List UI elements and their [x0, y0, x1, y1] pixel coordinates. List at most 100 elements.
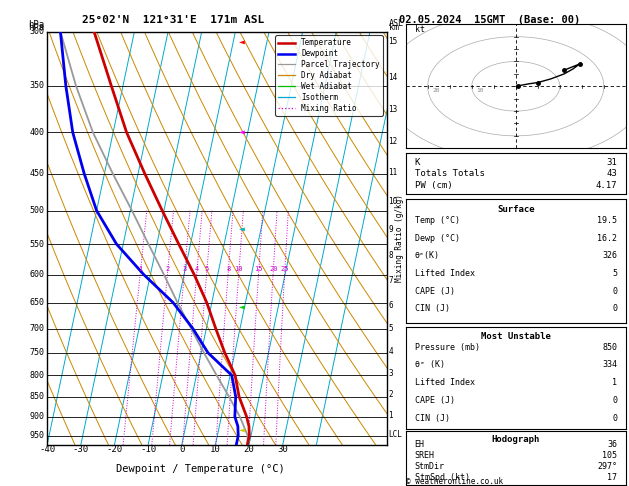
Text: -30: -30 — [73, 445, 89, 454]
Text: 3: 3 — [182, 265, 187, 272]
Text: 1: 1 — [138, 265, 143, 272]
Text: 25: 25 — [281, 265, 289, 272]
Text: SREH: SREH — [415, 451, 435, 460]
Text: K: K — [415, 157, 420, 167]
Text: CAPE (J): CAPE (J) — [415, 396, 455, 405]
Text: hPa: hPa — [28, 22, 45, 32]
Text: ◄: ◄ — [240, 425, 245, 435]
Text: ◄: ◄ — [240, 301, 245, 311]
Text: 950: 950 — [30, 431, 45, 440]
Text: Temp (°C): Temp (°C) — [415, 216, 460, 225]
Text: 5: 5 — [204, 265, 209, 272]
Text: 5: 5 — [612, 269, 617, 278]
Text: 0: 0 — [612, 287, 617, 295]
Text: 10: 10 — [235, 265, 243, 272]
Text: 0: 0 — [612, 304, 617, 313]
Text: 350: 350 — [30, 81, 45, 90]
Text: Most Unstable: Most Unstable — [481, 332, 551, 341]
Text: 0: 0 — [179, 445, 184, 454]
Text: 334: 334 — [602, 360, 617, 369]
Text: Dewp (°C): Dewp (°C) — [415, 234, 460, 243]
Text: 6: 6 — [389, 301, 393, 310]
Text: 3: 3 — [389, 369, 393, 378]
Text: StmDir: StmDir — [415, 462, 445, 471]
Text: -20: -20 — [106, 445, 123, 454]
Text: 8: 8 — [389, 251, 393, 260]
Text: Lifted Index: Lifted Index — [415, 378, 474, 387]
Text: 17: 17 — [607, 472, 617, 482]
Text: 20: 20 — [269, 265, 277, 272]
Text: 31: 31 — [606, 157, 617, 167]
Legend: Temperature, Dewpoint, Parcel Trajectory, Dry Adiabat, Wet Adiabat, Isotherm, Mi: Temperature, Dewpoint, Parcel Trajectory… — [276, 35, 383, 116]
Text: 1: 1 — [389, 411, 393, 419]
Text: 7: 7 — [389, 277, 393, 285]
Text: © weatheronline.co.uk: © weatheronline.co.uk — [406, 477, 503, 486]
Text: 13: 13 — [389, 105, 398, 114]
Text: ◄: ◄ — [240, 224, 245, 233]
Text: 02.05.2024  15GMT  (Base: 00): 02.05.2024 15GMT (Base: 00) — [399, 15, 581, 25]
Text: Hodograph: Hodograph — [492, 435, 540, 444]
Text: 8: 8 — [226, 265, 230, 272]
Text: 650: 650 — [30, 298, 45, 307]
Text: 2: 2 — [389, 390, 393, 399]
Text: CIN (J): CIN (J) — [415, 304, 450, 313]
Text: ◄: ◄ — [240, 36, 245, 46]
Text: 25°02'N  121°31'E  171m ASL: 25°02'N 121°31'E 171m ASL — [82, 15, 264, 25]
Text: 5: 5 — [389, 324, 393, 333]
Text: 105: 105 — [602, 451, 617, 460]
Text: 750: 750 — [30, 348, 45, 357]
Text: 850: 850 — [602, 343, 617, 351]
Text: 500: 500 — [30, 206, 45, 215]
Text: 600: 600 — [30, 270, 45, 279]
Text: 400: 400 — [30, 128, 45, 137]
Text: 16.2: 16.2 — [597, 234, 617, 243]
Text: 11: 11 — [389, 168, 398, 176]
Text: PW (cm): PW (cm) — [415, 181, 452, 190]
Text: 300: 300 — [30, 27, 45, 36]
Text: 10: 10 — [210, 445, 221, 454]
Text: θᵉ (K): θᵉ (K) — [415, 360, 445, 369]
Text: 4: 4 — [195, 265, 199, 272]
Text: 14: 14 — [389, 73, 398, 82]
Text: Pressure (mb): Pressure (mb) — [415, 343, 479, 351]
Text: 297°: 297° — [597, 462, 617, 471]
Text: CIN (J): CIN (J) — [415, 414, 450, 423]
Text: 700: 700 — [30, 324, 45, 333]
Text: 1: 1 — [612, 378, 617, 387]
Text: 9: 9 — [389, 225, 393, 234]
Text: 19.5: 19.5 — [597, 216, 617, 225]
Text: -10: -10 — [140, 445, 156, 454]
Text: 550: 550 — [30, 240, 45, 248]
Text: km: km — [389, 22, 399, 32]
Text: 36: 36 — [607, 440, 617, 450]
Text: hPa: hPa — [28, 20, 44, 29]
Text: 800: 800 — [30, 371, 45, 380]
Text: 10: 10 — [476, 88, 484, 93]
Text: kt: kt — [415, 25, 425, 34]
Text: StmSpd (kt): StmSpd (kt) — [415, 472, 469, 482]
Text: 30: 30 — [277, 445, 288, 454]
Text: 20: 20 — [243, 445, 255, 454]
Text: 900: 900 — [30, 412, 45, 421]
Text: 4: 4 — [389, 347, 393, 356]
Text: EH: EH — [415, 440, 425, 450]
Text: 15: 15 — [389, 37, 398, 47]
Text: 326: 326 — [602, 251, 617, 260]
Text: Dewpoint / Temperature (°C): Dewpoint / Temperature (°C) — [116, 464, 284, 474]
Text: θᵉ(K): θᵉ(K) — [415, 251, 440, 260]
Text: 20: 20 — [432, 88, 440, 93]
Text: Totals Totals: Totals Totals — [415, 169, 484, 178]
Text: ASL: ASL — [389, 19, 404, 28]
Text: -40: -40 — [39, 445, 55, 454]
Text: Lifted Index: Lifted Index — [415, 269, 474, 278]
Text: 0: 0 — [612, 396, 617, 405]
Text: 43: 43 — [606, 169, 617, 178]
Text: 0: 0 — [612, 414, 617, 423]
Text: LCL: LCL — [389, 430, 403, 439]
Text: 4.17: 4.17 — [596, 181, 617, 190]
Text: Mixing Ratio (g/kg): Mixing Ratio (g/kg) — [395, 194, 404, 282]
Text: 450: 450 — [30, 169, 45, 178]
Text: 850: 850 — [30, 392, 45, 401]
Text: 12: 12 — [389, 138, 398, 146]
Text: CAPE (J): CAPE (J) — [415, 287, 455, 295]
